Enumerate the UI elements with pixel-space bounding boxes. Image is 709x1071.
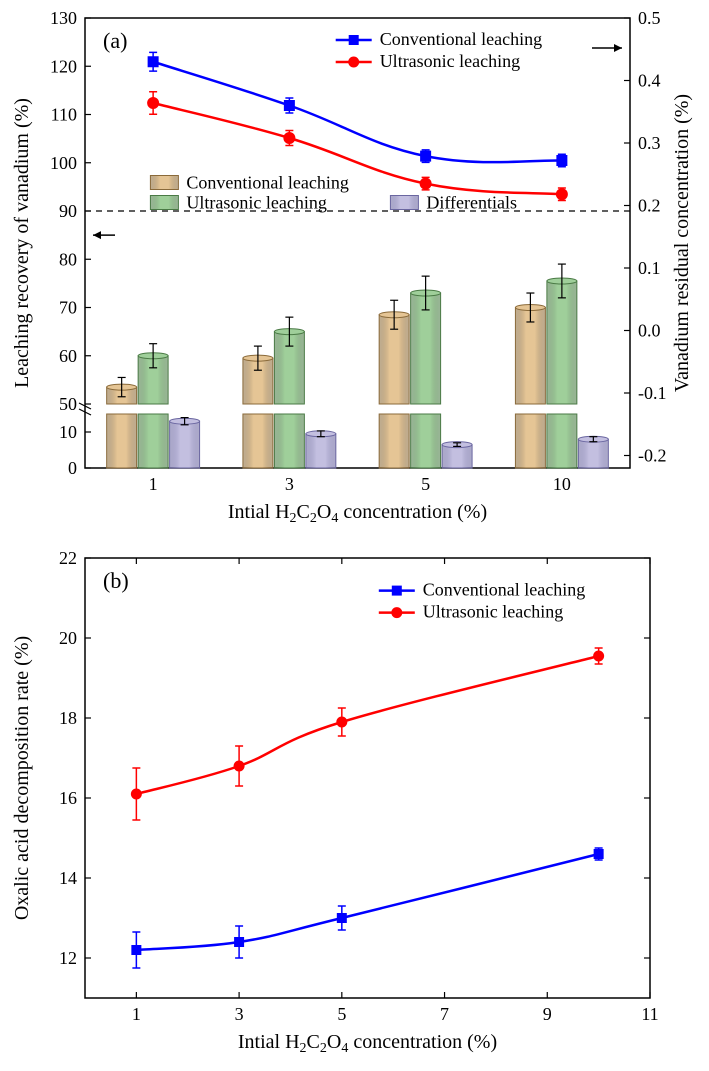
svg-text:Leaching recovery of vanadium: Leaching recovery of vanadium (%) bbox=[11, 98, 33, 388]
svg-text:-0.2: -0.2 bbox=[638, 446, 667, 466]
svg-text:Ultrasonic leaching: Ultrasonic leaching bbox=[380, 51, 520, 71]
svg-text:-0.1: -0.1 bbox=[638, 383, 667, 403]
svg-text:0.4: 0.4 bbox=[638, 71, 661, 91]
svg-text:12: 12 bbox=[59, 948, 77, 968]
svg-text:130: 130 bbox=[50, 8, 77, 28]
svg-text:Intial H2C2O4 concentration (%: Intial H2C2O4 concentration (%) bbox=[228, 501, 487, 526]
figure-container: 0105060708090100110120130-0.2-0.10.00.10… bbox=[0, 0, 709, 1070]
svg-text:5: 5 bbox=[337, 1004, 346, 1024]
svg-text:5: 5 bbox=[421, 474, 430, 494]
svg-text:Conventional leaching: Conventional leaching bbox=[423, 580, 585, 600]
svg-text:3: 3 bbox=[285, 474, 294, 494]
svg-text:(a): (a) bbox=[103, 28, 127, 53]
svg-text:Vanadium residual concentratio: Vanadium residual concentration (%) bbox=[671, 94, 693, 392]
svg-text:16: 16 bbox=[59, 788, 77, 808]
chart-b: 1 3 5 7 9 11 12 14 16 18 20 22 (b) Conventional leach… bbox=[0, 540, 709, 1070]
svg-text:1: 1 bbox=[132, 1004, 141, 1024]
svg-text:Conventional leaching: Conventional leaching bbox=[186, 173, 348, 193]
svg-text:Ultrasonic leaching: Ultrasonic leaching bbox=[423, 602, 563, 622]
svg-text:(b): (b) bbox=[103, 568, 129, 593]
svg-text:0.1: 0.1 bbox=[638, 258, 661, 278]
svg-text:9: 9 bbox=[543, 1004, 552, 1024]
svg-text:18: 18 bbox=[59, 708, 77, 728]
svg-text:80: 80 bbox=[59, 249, 77, 269]
svg-text:22: 22 bbox=[59, 548, 77, 568]
svg-text:Differentials: Differentials bbox=[426, 193, 517, 213]
svg-text:110: 110 bbox=[51, 105, 77, 125]
svg-text:3: 3 bbox=[235, 1004, 244, 1024]
svg-text:0: 0 bbox=[68, 458, 77, 478]
svg-text:Oxalic acid decomposition rate: Oxalic acid decomposition rate (%) bbox=[11, 636, 33, 920]
svg-text:Conventional leaching: Conventional leaching bbox=[380, 29, 542, 49]
svg-text:100: 100 bbox=[50, 153, 77, 173]
chart-a: 0105060708090100110120130-0.2-0.10.00.10… bbox=[0, 0, 709, 540]
svg-text:14: 14 bbox=[59, 868, 77, 888]
svg-text:50: 50 bbox=[59, 394, 77, 414]
svg-text:10: 10 bbox=[553, 474, 571, 494]
svg-text:20: 20 bbox=[59, 628, 77, 648]
svg-text:11: 11 bbox=[641, 1004, 658, 1024]
svg-text:0.3: 0.3 bbox=[638, 133, 661, 153]
svg-text:70: 70 bbox=[59, 298, 77, 318]
svg-text:0.2: 0.2 bbox=[638, 196, 661, 216]
svg-text:Ultrasonic leaching: Ultrasonic leaching bbox=[186, 193, 326, 213]
svg-text:0.5: 0.5 bbox=[638, 8, 661, 28]
svg-text:0.0: 0.0 bbox=[638, 321, 661, 341]
svg-text:10: 10 bbox=[59, 422, 77, 442]
svg-text:90: 90 bbox=[59, 201, 77, 221]
svg-text:1: 1 bbox=[149, 474, 158, 494]
svg-text:120: 120 bbox=[50, 56, 77, 76]
svg-text:Intial H2C2O4 concentration (%: Intial H2C2O4 concentration (%) bbox=[238, 1031, 497, 1056]
svg-text:60: 60 bbox=[59, 346, 77, 366]
svg-text:7: 7 bbox=[440, 1004, 449, 1024]
